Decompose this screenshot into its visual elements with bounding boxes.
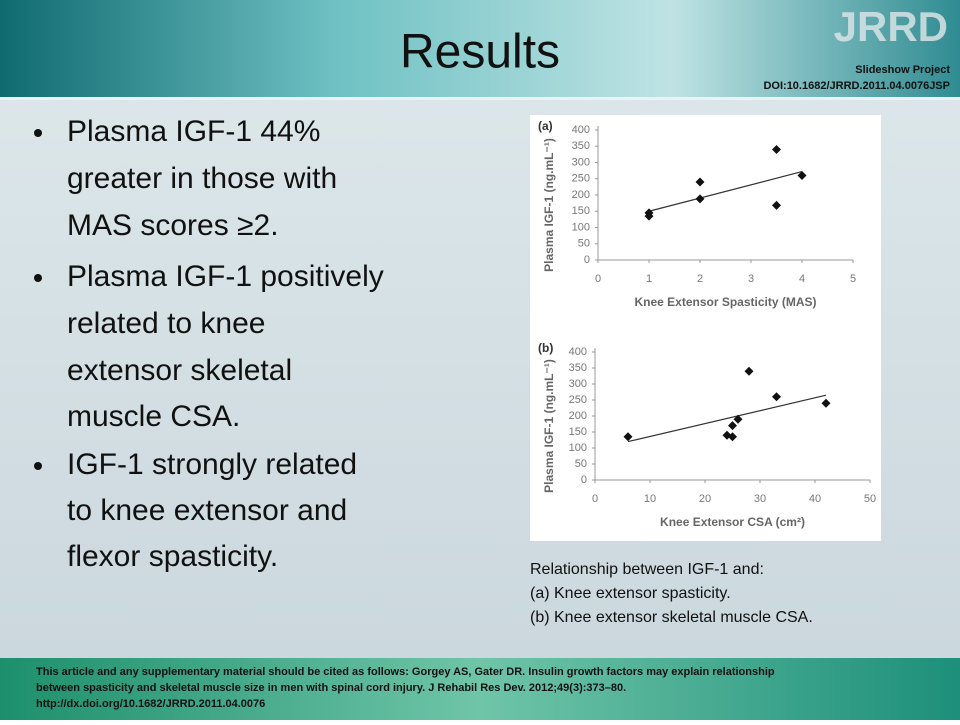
doi: DOI:10.1682/JRRD.2011.04.0076JSP [763, 80, 950, 92]
y-tick-label: 50 [578, 238, 590, 250]
bullet-text: muscle CSA. [67, 400, 240, 433]
bullet-dot [34, 274, 42, 282]
x-tick-label: 3 [748, 273, 754, 285]
y-tick-label: 200 [572, 189, 590, 201]
y-tick-label: 300 [569, 378, 587, 390]
bullet-text: flexor spasticity. [67, 540, 278, 573]
y-tick-label: 250 [572, 173, 590, 185]
y-tick-label: 150 [572, 205, 590, 217]
point [744, 366, 754, 376]
y-tick-label: 100 [569, 442, 587, 454]
bullet-text: MAS scores ≥2. [67, 209, 279, 242]
title: Results [400, 26, 560, 79]
point [728, 432, 737, 442]
point [623, 432, 633, 442]
y-tick-label: 0 [581, 474, 587, 486]
header-rule [0, 97, 960, 100]
citation: between spasticity and skeletal muscle s… [36, 682, 626, 694]
point [797, 171, 807, 180]
x-tick-label: 4 [799, 273, 805, 285]
bullet-text: extensor skeletal [67, 354, 292, 387]
point [644, 208, 654, 218]
bullet-dot [34, 129, 42, 137]
footer-band [0, 658, 960, 720]
x-axis-label: Knee Extensor CSA (cm²) [660, 515, 805, 529]
trendline [648, 171, 803, 212]
bullet-text: related to knee [67, 307, 265, 340]
x-tick-label: 10 [644, 493, 656, 505]
bullet-dot [34, 462, 42, 470]
y-tick-label: 200 [569, 410, 587, 422]
y-axis-label: Plasma IGF-1 (ng.mL⁻¹) [542, 359, 556, 493]
panel-label: (b) [538, 341, 553, 355]
header-band [0, 0, 960, 97]
y-tick-label: 250 [569, 394, 587, 406]
caption: (b) Knee extensor skeletal muscle CSA. [530, 609, 813, 626]
y-tick-label: 150 [569, 426, 587, 438]
citation: This article and any supplementary mater… [36, 666, 775, 678]
y-tick-label: 100 [572, 221, 590, 233]
x-tick-label: 5 [850, 273, 856, 285]
x-tick-label: 0 [592, 493, 598, 505]
point [695, 177, 705, 187]
bullet-text: IGF-1 strongly related [67, 448, 357, 481]
caption: Relationship between IGF-1 and: [530, 561, 764, 578]
x-axis-label: Knee Extensor Spasticity (MAS) [634, 295, 816, 309]
panel-label: (a) [538, 119, 553, 133]
point [772, 145, 781, 154]
y-tick-label: 350 [569, 362, 587, 374]
point [728, 421, 737, 431]
x-tick-label: 1 [646, 273, 652, 285]
bullet-text: greater in those with [67, 162, 337, 195]
point [772, 200, 781, 210]
x-tick-label: 50 [864, 493, 876, 505]
x-tick-label: 40 [809, 493, 821, 505]
caption: (a) Knee extensor spasticity. [530, 585, 731, 602]
point [695, 194, 705, 204]
x-tick-label: 30 [754, 493, 766, 505]
bullet-text: to knee extensor and [67, 494, 347, 527]
point [821, 398, 831, 408]
y-axis-label: Plasma IGF-1 (ng.mL⁻¹) [542, 138, 556, 272]
x-tick-label: 0 [595, 273, 601, 285]
y-tick-label: 300 [572, 156, 590, 168]
trendline [627, 394, 827, 443]
citation: http://dx.doi.org/10.1682/JRRD.2011.04.0… [36, 698, 265, 710]
figure-panel [530, 115, 881, 541]
project: Slideshow Project [855, 64, 950, 76]
y-tick-label: 400 [572, 124, 590, 136]
point [772, 392, 781, 402]
point [733, 414, 743, 424]
y-tick-label: 350 [572, 140, 590, 152]
bullet-text: Plasma IGF-1 positively [67, 260, 384, 293]
y-tick-label: 400 [569, 346, 587, 358]
logo: JRRD [834, 3, 948, 50]
x-tick-label: 20 [699, 493, 711, 505]
y-tick-label: 0 [584, 254, 590, 266]
y-tick-label: 50 [575, 458, 587, 470]
bullet-text: Plasma IGF-1 44% [67, 115, 320, 148]
x-tick-label: 2 [697, 273, 703, 285]
